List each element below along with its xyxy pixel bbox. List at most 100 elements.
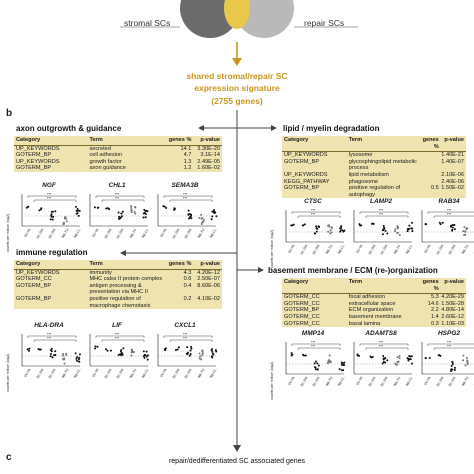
significance-stars: *** bbox=[115, 337, 120, 341]
data-point bbox=[27, 205, 30, 208]
data-point bbox=[424, 357, 427, 360]
data-point bbox=[451, 363, 454, 366]
data-point bbox=[327, 224, 330, 227]
data-point bbox=[340, 225, 343, 228]
data-point bbox=[51, 356, 54, 359]
data-point bbox=[200, 213, 203, 216]
gene-title: LAMP2 bbox=[369, 198, 393, 205]
dot-plot: ****** bbox=[89, 333, 150, 367]
dot-plot: ****** bbox=[353, 209, 414, 243]
table-row: UP_KEYWORDS immunity 4.3 4.20E-12 bbox=[16, 269, 220, 276]
data-point bbox=[202, 220, 205, 223]
dot-plot: ****** bbox=[21, 333, 81, 367]
data-point bbox=[134, 212, 137, 215]
data-point bbox=[464, 364, 467, 367]
data-point bbox=[315, 230, 318, 233]
plot-axes bbox=[421, 210, 474, 243]
data-point bbox=[314, 232, 317, 235]
data-point bbox=[26, 348, 29, 351]
significance-bracket bbox=[365, 347, 409, 350]
gene-title: ADAMTS8 bbox=[365, 330, 397, 337]
data-point bbox=[453, 369, 456, 372]
data-point bbox=[94, 347, 97, 350]
dot-plot: ****** bbox=[353, 341, 414, 375]
data-point bbox=[212, 353, 215, 356]
data-point bbox=[407, 228, 410, 231]
table-row: GOTERM_BP antigen processing & presentati… bbox=[16, 282, 220, 296]
data-point bbox=[28, 347, 31, 350]
significance-stars: *** bbox=[447, 341, 452, 345]
data-point bbox=[189, 349, 192, 352]
data-point bbox=[409, 358, 412, 361]
data-point bbox=[74, 352, 77, 355]
data-point bbox=[62, 352, 65, 355]
data-point bbox=[54, 350, 57, 353]
data-point bbox=[290, 224, 293, 227]
data-point bbox=[144, 213, 147, 216]
data-point bbox=[145, 350, 148, 353]
data-point bbox=[313, 362, 316, 365]
data-point bbox=[117, 217, 120, 220]
data-point bbox=[165, 207, 168, 210]
data-point bbox=[343, 361, 346, 364]
data-point bbox=[210, 349, 213, 352]
data-point bbox=[75, 212, 78, 215]
data-point bbox=[339, 230, 342, 233]
data-point bbox=[177, 346, 180, 349]
data-point bbox=[292, 223, 295, 226]
data-point bbox=[144, 209, 147, 212]
data-point bbox=[210, 355, 213, 358]
significance-bracket bbox=[433, 347, 474, 350]
data-point bbox=[215, 215, 218, 218]
data-point bbox=[314, 366, 317, 369]
data-point bbox=[50, 210, 53, 213]
data-point bbox=[130, 207, 133, 210]
significance-bracket bbox=[33, 339, 77, 342]
data-point bbox=[372, 222, 375, 225]
data-point bbox=[317, 364, 320, 367]
data-point bbox=[106, 349, 109, 352]
data-point bbox=[214, 211, 217, 214]
significance-stars: *** bbox=[311, 345, 316, 349]
data-point bbox=[397, 226, 400, 229]
data-point bbox=[462, 230, 465, 233]
enrichment-table-axon: Category Term genes % p-value UP_KEYWORDS s… bbox=[14, 136, 222, 172]
data-point bbox=[142, 350, 145, 353]
data-point bbox=[40, 207, 43, 210]
plot-axes bbox=[21, 194, 80, 227]
data-point bbox=[117, 353, 120, 356]
data-point bbox=[408, 224, 411, 227]
significance-stars: *** bbox=[115, 197, 120, 201]
venn-right-label: repair SCs bbox=[304, 18, 345, 28]
plot-axes bbox=[285, 342, 344, 375]
significance-bracket bbox=[297, 347, 341, 350]
table-row: GOTERM_BP glycosphingolipid metabolic pro… bbox=[284, 158, 464, 172]
data-point bbox=[343, 229, 346, 232]
data-point bbox=[51, 218, 54, 221]
data-point bbox=[397, 360, 400, 363]
data-point bbox=[381, 233, 384, 236]
data-point bbox=[407, 357, 410, 360]
data-point bbox=[315, 225, 318, 228]
plot-axes bbox=[353, 210, 412, 243]
gene-title: RAB34 bbox=[438, 198, 460, 205]
data-point bbox=[338, 368, 341, 371]
data-point bbox=[78, 209, 81, 212]
section-title-ecm: basement membrane / ECM (re-)organizatio… bbox=[268, 266, 438, 275]
data-point bbox=[394, 230, 397, 233]
data-point bbox=[53, 354, 56, 357]
data-point bbox=[464, 230, 467, 233]
data-point bbox=[143, 356, 146, 359]
significance-bracket bbox=[27, 335, 77, 338]
data-point bbox=[200, 217, 203, 220]
data-point bbox=[27, 349, 30, 352]
significance-bracket bbox=[27, 195, 77, 198]
data-point bbox=[384, 357, 387, 360]
table-row: UP_KEYWORDS lysosome 1.40E-21 bbox=[284, 152, 464, 159]
data-point bbox=[201, 349, 204, 352]
significance-stars: *** bbox=[183, 193, 188, 197]
data-point bbox=[38, 209, 41, 212]
data-point bbox=[202, 218, 205, 221]
data-point bbox=[49, 352, 52, 355]
data-point bbox=[143, 353, 146, 356]
